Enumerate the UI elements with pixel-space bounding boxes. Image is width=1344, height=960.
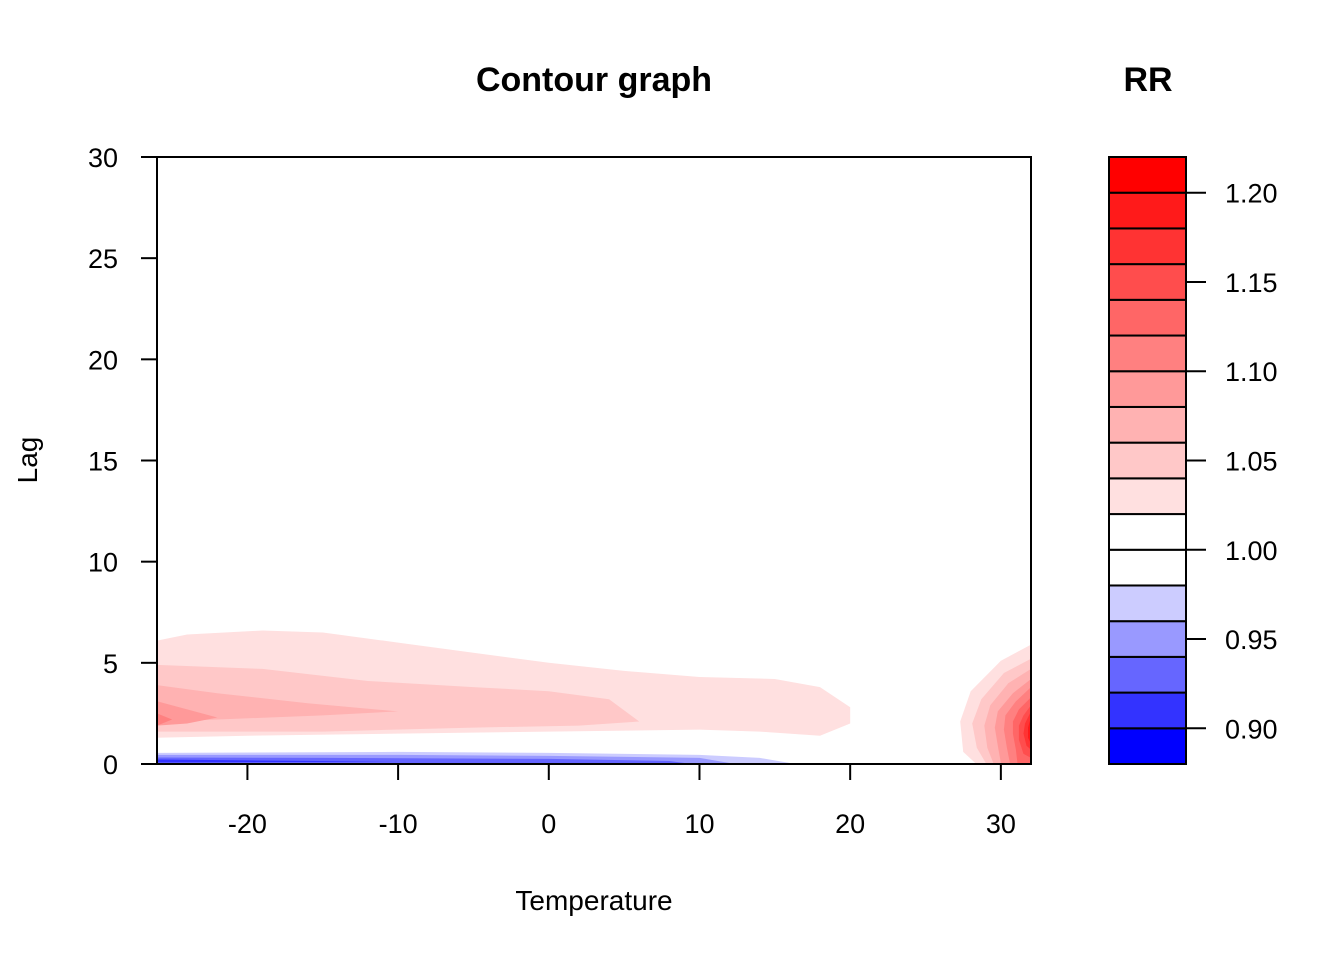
y-tick-label: 25 [88,244,118,274]
y-tick-label: 30 [88,143,118,173]
x-tick-label: 10 [684,809,714,839]
color-key-band [1108,191,1187,230]
contour-region-2 [157,685,399,722]
x-tick-label: -10 [379,809,418,839]
color-key-band [1108,727,1187,766]
x-tick-label: 20 [835,809,865,839]
contour-region-3 [157,701,218,726]
x-tick-label: 30 [986,809,1016,839]
color-key-label: 1.10 [1225,357,1278,387]
x-tick-label: -20 [228,809,267,839]
color-key-band [1108,655,1187,694]
color-key-label: 1.20 [1225,179,1278,209]
color-key-band [1108,441,1187,480]
color-key-band [1108,691,1187,730]
y-tick-label: 15 [88,447,118,477]
color-key-band [1108,513,1187,551]
y-tick-label: 20 [88,345,118,375]
color-key-label: 1.15 [1225,268,1278,298]
color-key-label: 0.95 [1225,625,1278,655]
color-key-band [1108,405,1187,444]
x-axis: -20 -10 0 10 20 30 [228,764,1016,839]
color-key-label: 1.05 [1225,447,1278,477]
color-key-band [1108,156,1187,194]
color-key-band [1108,548,1187,587]
x-axis-label: Temperature [515,885,672,916]
chart-title: Contour graph [476,61,712,99]
y-axis: 0 5 10 15 20 25 30 [88,143,157,780]
color-key: 0.90 0.95 1.00 1.05 1.10 1.15 1.20 [1108,156,1278,766]
contour-region-4 [157,713,173,726]
y-axis-label: Lag [12,437,43,484]
y-tick-label: 10 [88,548,118,578]
color-key-band [1108,298,1187,337]
y-tick-label: 0 [103,750,118,780]
color-key-label: 1.00 [1225,536,1278,566]
contour-regions [157,630,1031,763]
color-key-band [1108,227,1187,266]
color-key-band [1108,620,1187,658]
color-key-band [1108,370,1187,408]
color-key-band [1108,584,1187,623]
legend-title: RR [1123,61,1172,99]
contour-region-9 [157,759,399,763]
color-key-label: 0.90 [1225,714,1278,744]
color-key-band [1108,263,1187,301]
x-tick-label: 0 [541,809,556,839]
color-key-band [1108,334,1187,373]
y-tick-label: 5 [103,649,118,679]
color-key-band [1108,477,1187,516]
contour-region-17 [1023,711,1031,750]
